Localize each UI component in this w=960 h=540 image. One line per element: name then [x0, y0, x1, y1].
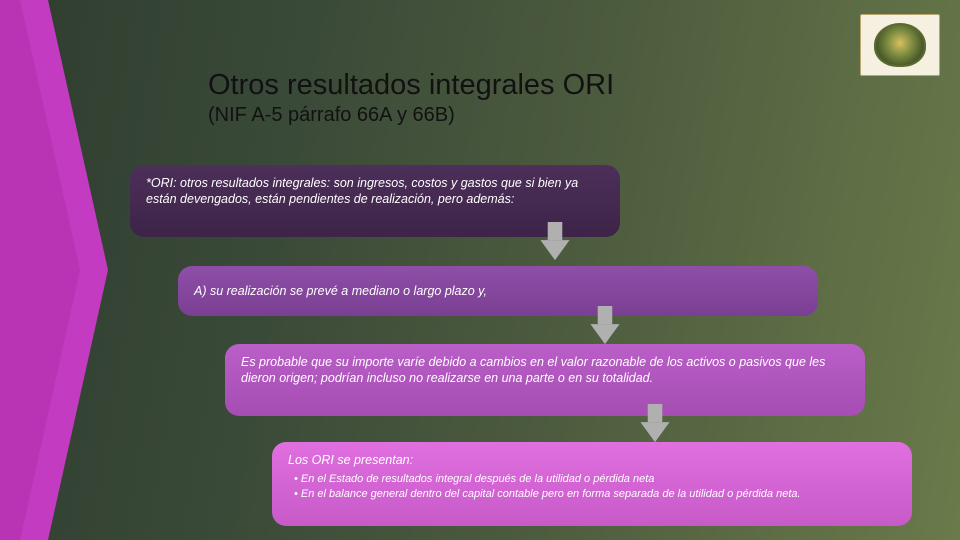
slide-subtitle: (NIF A-5 párrafo 66A y 66B): [208, 104, 828, 127]
slide: Otros resultados integrales ORI (NIF A-5…: [0, 0, 960, 540]
logo-badge: [860, 14, 940, 76]
title-block: Otros resultados integrales ORI (NIF A-5…: [208, 70, 828, 127]
arrow-down-icon: [586, 306, 624, 346]
card-probable: Es probable que su importe varíe debido …: [225, 344, 865, 416]
left-accent-shape: [0, 0, 120, 540]
card-definition-text: *ORI: otros resultados integrales: son i…: [146, 176, 578, 206]
arrow-down-icon: [536, 222, 574, 262]
slide-title: Otros resultados integrales ORI: [208, 70, 828, 102]
card-presentation: Los ORI se presentan: En el Estado de re…: [272, 442, 912, 526]
card-presentation-head: Los ORI se presentan:: [288, 452, 896, 468]
card-probable-text: Es probable que su importe varíe debido …: [241, 355, 825, 385]
card-point-a-text: A) su realización se prevé a mediano o l…: [194, 283, 487, 299]
bullet-2: En el balance general dentro del capital…: [294, 487, 896, 501]
arrow-down-icon: [636, 404, 674, 444]
logo-emblem: [874, 23, 926, 67]
bullet-1: En el Estado de resultados integral desp…: [294, 472, 896, 486]
card-presentation-bullets: En el Estado de resultados integral desp…: [288, 472, 896, 501]
card-point-a: A) su realización se prevé a mediano o l…: [178, 266, 818, 316]
